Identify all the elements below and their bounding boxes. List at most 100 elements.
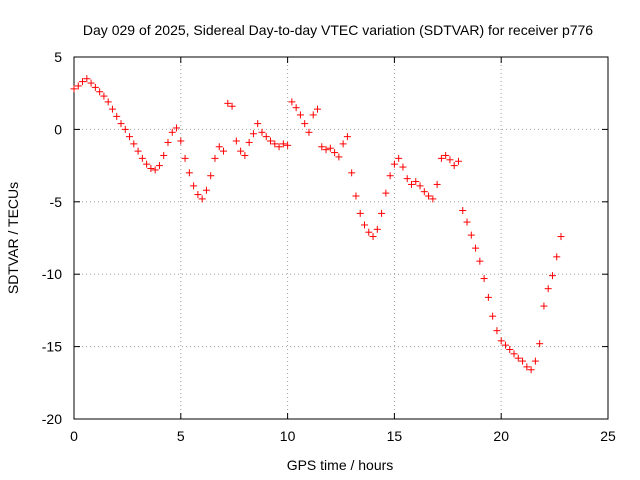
data-point	[446, 156, 454, 164]
x-tick-label: 10	[280, 428, 296, 444]
data-point	[557, 233, 565, 241]
data-point	[79, 78, 87, 86]
data-point	[190, 182, 198, 190]
data-point	[237, 147, 245, 155]
data-point	[493, 327, 501, 335]
data-point	[305, 128, 313, 136]
data-point	[296, 111, 304, 119]
y-tick-label: -10	[42, 266, 62, 282]
data-point	[275, 143, 283, 151]
data-point	[390, 160, 398, 168]
data-point	[138, 154, 146, 162]
data-point	[395, 154, 403, 162]
data-point	[403, 175, 411, 183]
data-point	[343, 133, 351, 141]
data-point	[369, 233, 377, 241]
data-point	[177, 137, 185, 145]
data-point	[207, 172, 215, 180]
data-point	[151, 166, 159, 174]
grid-lines	[74, 57, 608, 419]
data-point	[527, 366, 535, 374]
data-point	[519, 357, 527, 365]
data-point	[70, 85, 78, 93]
data-point	[108, 105, 116, 113]
data-point	[155, 162, 163, 170]
data-point	[510, 350, 518, 358]
data-point	[373, 225, 381, 233]
data-point	[407, 180, 415, 188]
data-point	[322, 146, 330, 154]
data-point	[113, 112, 121, 120]
data-point	[96, 88, 104, 96]
data-point	[544, 285, 552, 293]
x-tick-label: 5	[177, 428, 185, 444]
data-point	[232, 137, 240, 145]
data-point	[442, 151, 450, 159]
data-point	[506, 345, 514, 353]
data-point	[412, 178, 420, 186]
data-point	[117, 120, 125, 128]
y-tick-label: -20	[42, 411, 62, 427]
data-point	[467, 231, 475, 239]
data-point	[143, 160, 151, 168]
axis-ticks: 0 5 10 15 20 25 -20 -15 -10 -5 0 5	[42, 49, 616, 444]
data-point	[279, 140, 287, 148]
data-point	[318, 143, 326, 151]
data-point	[83, 75, 91, 83]
data-point	[331, 149, 339, 157]
data-point	[309, 111, 317, 119]
data-point	[540, 302, 548, 310]
data-point	[378, 209, 386, 217]
data-point	[249, 130, 257, 138]
data-point	[202, 186, 210, 194]
data-point	[100, 92, 108, 100]
data-point	[185, 169, 193, 177]
x-tick-label: 20	[493, 428, 509, 444]
data-point	[104, 98, 112, 106]
data-point	[429, 195, 437, 203]
data-point	[126, 133, 134, 141]
data-point	[459, 206, 467, 214]
data-point	[399, 163, 407, 171]
data-point	[288, 98, 296, 106]
data-points	[70, 75, 565, 374]
data-point	[497, 337, 505, 345]
data-point	[335, 153, 343, 161]
data-point	[220, 147, 228, 155]
x-axis-label: GPS time / hours	[287, 457, 394, 473]
data-point	[121, 125, 129, 133]
data-point	[147, 164, 155, 172]
data-point	[425, 192, 433, 200]
data-point	[326, 144, 334, 152]
data-point	[168, 128, 176, 136]
y-tick-label: 5	[54, 49, 62, 65]
data-point	[301, 120, 309, 128]
x-tick-label: 0	[70, 428, 78, 444]
data-point	[553, 253, 561, 261]
data-point	[523, 363, 531, 371]
data-point	[484, 293, 492, 301]
data-point	[173, 124, 181, 132]
data-point	[476, 257, 484, 265]
data-point	[531, 357, 539, 365]
x-tick-label: 15	[387, 428, 403, 444]
data-point	[437, 154, 445, 162]
data-point	[258, 128, 266, 136]
data-point	[292, 104, 300, 112]
data-point	[228, 102, 236, 110]
data-point	[284, 141, 292, 149]
data-point	[463, 218, 471, 226]
data-point	[450, 162, 458, 170]
data-point	[454, 157, 462, 165]
data-point	[271, 140, 279, 148]
data-point	[130, 140, 138, 148]
data-point	[489, 312, 497, 320]
data-point	[472, 244, 480, 252]
data-point	[386, 172, 394, 180]
data-point	[181, 154, 189, 162]
data-point	[382, 189, 390, 197]
plot-frame	[73, 56, 609, 420]
data-point	[536, 340, 544, 348]
y-tick-label: -15	[42, 339, 62, 355]
